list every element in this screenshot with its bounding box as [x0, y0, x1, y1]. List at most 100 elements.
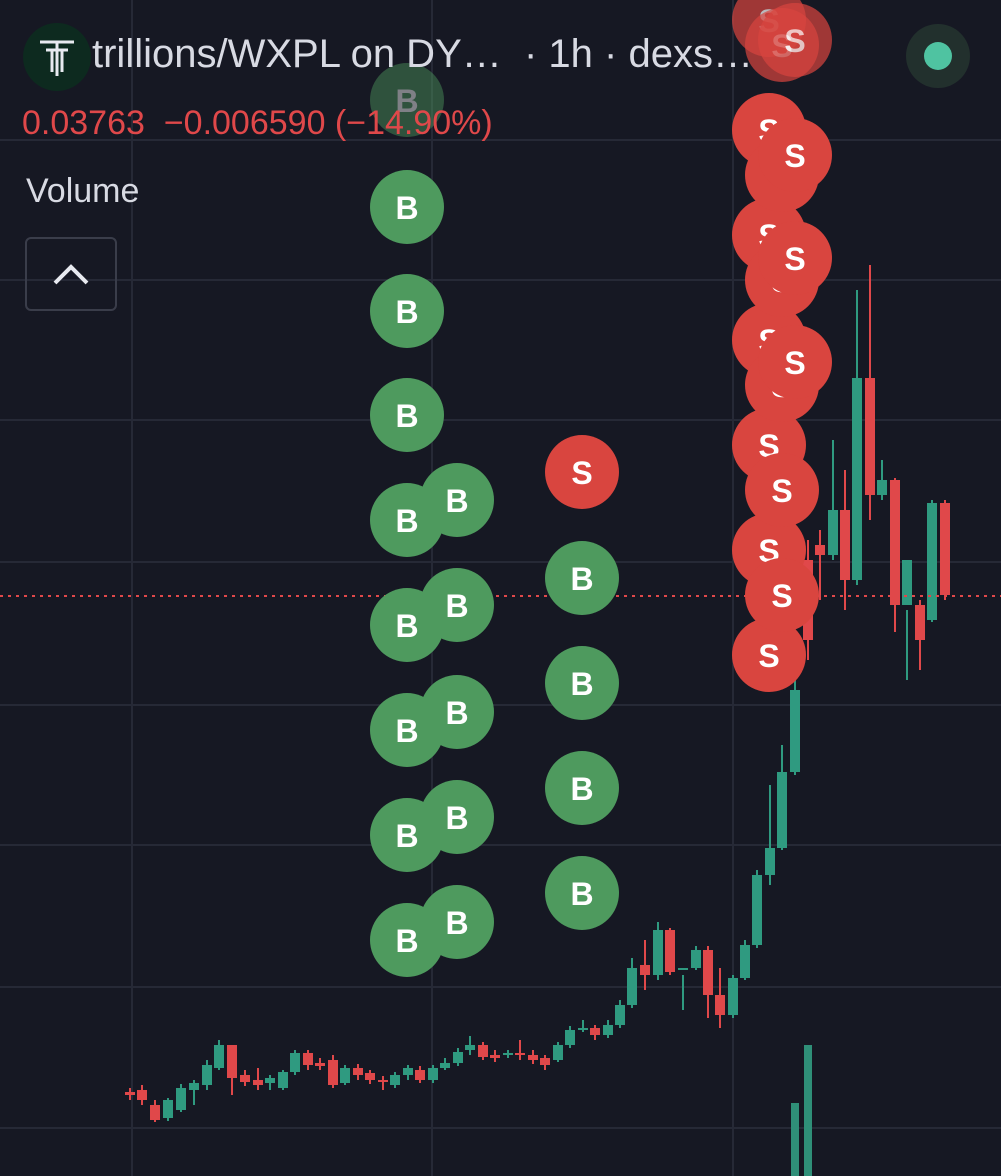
trade-marker: B — [370, 378, 444, 452]
candle-body — [253, 1080, 263, 1085]
marker-circle — [545, 856, 619, 930]
marker-circle — [545, 541, 619, 615]
candle-body — [890, 480, 900, 605]
candle-body — [415, 1070, 425, 1080]
marker-label: B — [445, 695, 468, 731]
marker-circle — [420, 675, 494, 749]
status-button[interactable] — [906, 24, 970, 88]
price-change: −0.006590 (−14.90%) — [163, 104, 493, 142]
trade-marker: S — [758, 118, 832, 192]
candle-body — [290, 1053, 300, 1072]
candle-body — [627, 968, 637, 1005]
candle-body — [615, 1005, 625, 1025]
symbol-title: trillions/WXPL on DY… · 1h · dexs… — [92, 32, 753, 77]
marker-label: B — [395, 83, 418, 119]
candle-body — [490, 1055, 500, 1058]
trade-marker: S — [758, 325, 832, 399]
candle-body — [915, 605, 925, 640]
trade-marker: B — [420, 568, 494, 642]
candle-body — [790, 690, 800, 772]
candle-body — [565, 1030, 575, 1045]
marker-label: B — [395, 923, 418, 959]
marker-label: B — [445, 905, 468, 941]
candle-body — [515, 1053, 525, 1055]
candle-body — [303, 1053, 313, 1065]
candle-body — [137, 1090, 147, 1100]
marker-circle — [370, 378, 444, 452]
marker-label: S — [784, 138, 805, 174]
candle-body — [340, 1068, 350, 1083]
trade-marker: S — [745, 558, 819, 632]
marker-circle — [545, 751, 619, 825]
candle-body — [240, 1075, 250, 1082]
candle-body — [740, 945, 750, 978]
candle-body — [765, 848, 775, 875]
marker-label: S — [784, 23, 805, 59]
candle-body — [453, 1052, 463, 1063]
trade-marker: S — [758, 221, 832, 295]
candle-body — [678, 968, 688, 970]
candle-body — [902, 560, 912, 605]
candle-body — [202, 1065, 212, 1085]
candle-body — [227, 1045, 237, 1078]
candle-body — [578, 1028, 588, 1030]
chevron-icon — [53, 264, 89, 285]
candle-body — [365, 1073, 375, 1080]
candle-body — [189, 1083, 199, 1090]
candle-body — [590, 1028, 600, 1035]
marker-label: B — [445, 588, 468, 624]
candle-body — [777, 772, 787, 848]
price-line: 0.03763 −0.006590 (−14.90%) — [22, 104, 493, 143]
logo — [23, 23, 91, 91]
marker-label: B — [395, 713, 418, 749]
candle-body — [378, 1080, 388, 1082]
candle-body — [877, 480, 887, 495]
marker-circle — [732, 618, 806, 692]
trade-marker: S — [732, 618, 806, 692]
candle-body — [852, 378, 862, 580]
marker-label: B — [395, 190, 418, 226]
candle-body — [503, 1053, 513, 1055]
candle-body — [815, 545, 825, 555]
trade-marker: B — [420, 780, 494, 854]
candle-body — [403, 1068, 413, 1075]
marker-circle — [758, 3, 832, 77]
trade-marker: B — [545, 751, 619, 825]
candle-body — [465, 1045, 475, 1050]
marker-circle — [745, 558, 819, 632]
trade-marker: B — [420, 885, 494, 959]
candle-body — [163, 1100, 173, 1118]
candle-body — [640, 965, 650, 975]
price: 0.03763 — [22, 104, 145, 142]
marker-circle — [420, 568, 494, 642]
candle-body — [528, 1055, 538, 1060]
marker-label: B — [445, 483, 468, 519]
marker-circle — [370, 170, 444, 244]
candle-body — [265, 1078, 275, 1083]
marker-circle — [420, 463, 494, 537]
symbol: trillions/WXPL on DY… — [92, 32, 502, 76]
marker-label: B — [395, 608, 418, 644]
marker-label: B — [570, 561, 593, 597]
trade-marker: B — [420, 463, 494, 537]
candle-body — [478, 1045, 488, 1057]
candle-body — [603, 1025, 613, 1035]
candle-body — [828, 510, 838, 555]
candle-body — [865, 378, 875, 495]
trade-marker: B — [545, 646, 619, 720]
candle-body — [715, 995, 725, 1015]
candle-body — [214, 1045, 224, 1068]
trade-marker: B — [370, 170, 444, 244]
candle-body — [176, 1088, 186, 1110]
marker-label: B — [570, 876, 593, 912]
candle-body — [353, 1068, 363, 1075]
candle-body — [665, 930, 675, 972]
marker-label: B — [395, 503, 418, 539]
marker-circle — [745, 453, 819, 527]
marker-label: B — [395, 398, 418, 434]
candle-body — [703, 950, 713, 995]
collapse-button[interactable] — [25, 237, 117, 311]
marker-circle — [420, 780, 494, 854]
candle-body — [328, 1060, 338, 1085]
